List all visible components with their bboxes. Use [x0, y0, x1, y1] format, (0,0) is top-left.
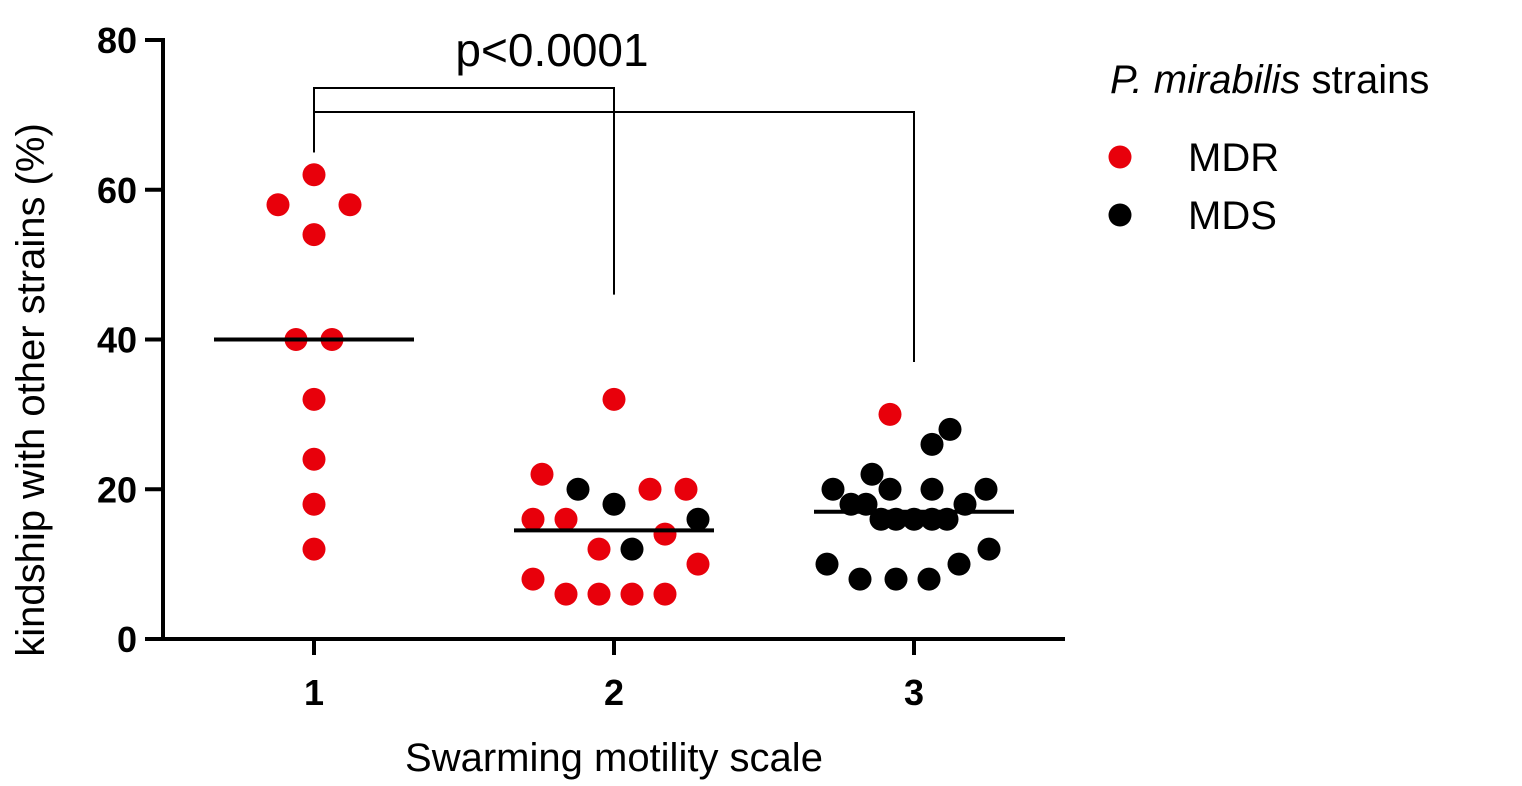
x-tick-label: 2 — [604, 672, 624, 713]
x-axis-title: Swarming motility scale — [405, 736, 823, 780]
y-tick-label: 40 — [97, 320, 137, 361]
mds-point — [917, 567, 941, 591]
mdr-point — [338, 193, 362, 217]
legend-title-italic: P. mirabilis — [1110, 58, 1300, 102]
y-tick-label: 80 — [97, 20, 137, 61]
legend: P. mirabilis strains MDR MDS — [1108, 58, 1429, 238]
mds-point — [878, 477, 902, 501]
mdr-point — [587, 582, 611, 606]
legend-marker-mdr — [1108, 145, 1132, 169]
mdr-point — [266, 193, 290, 217]
mdr-point — [620, 582, 644, 606]
y-tick-label: 60 — [97, 170, 137, 211]
mdr-point — [521, 567, 545, 591]
mds-point — [920, 432, 944, 456]
mds-point — [974, 477, 998, 501]
mds-point — [938, 417, 962, 441]
median-lines — [214, 337, 1014, 533]
mdr-point — [302, 492, 326, 516]
mdr-point — [302, 223, 326, 247]
y-tick-label: 0 — [117, 619, 137, 660]
x-tick-label: 1 — [304, 672, 324, 713]
mds-point — [848, 567, 872, 591]
mdr-point — [602, 387, 626, 411]
mds-point — [920, 477, 944, 501]
x-tick-label: 3 — [904, 672, 924, 713]
legend-title-rest: strains — [1300, 58, 1429, 102]
mds-point — [860, 462, 884, 486]
mdr-point — [302, 163, 326, 187]
legend-title: P. mirabilis strains — [1110, 58, 1429, 102]
mds-point — [686, 507, 710, 531]
mds-point — [602, 492, 626, 516]
mdr-point — [554, 507, 578, 531]
legend-label-mds: MDS — [1188, 194, 1277, 238]
x-axis: 1 2 3 — [161, 637, 1065, 713]
points-layer — [266, 163, 1001, 606]
significance-bracket — [313, 87, 615, 295]
mdr-point — [878, 402, 902, 426]
mdr-point — [686, 552, 710, 576]
mdr-point — [302, 387, 326, 411]
significance-bracket — [313, 111, 915, 362]
mds-point — [566, 477, 590, 501]
y-tick-label: 20 — [97, 469, 137, 510]
p-value-annotation: p<0.0001 — [455, 24, 648, 76]
mdr-point — [302, 537, 326, 561]
mds-point — [815, 552, 839, 576]
mdr-point — [587, 537, 611, 561]
legend-marker-mds — [1108, 203, 1132, 227]
mdr-point — [653, 522, 677, 546]
mds-point — [884, 567, 908, 591]
mds-point — [620, 537, 644, 561]
mdr-point — [302, 447, 326, 471]
mds-point — [977, 537, 1001, 561]
mds-point — [947, 552, 971, 576]
y-axis: 0 20 40 60 80 — [97, 20, 165, 660]
mdr-point — [674, 477, 698, 501]
mdr-point — [554, 582, 578, 606]
mdr-point — [530, 462, 554, 486]
y-axis-title: kindship with other strains (%) — [9, 123, 53, 657]
bracket-group — [313, 87, 915, 362]
mdr-point — [653, 582, 677, 606]
mds-point — [821, 477, 845, 501]
legend-label-mdr: MDR — [1188, 136, 1279, 180]
mdr-point — [521, 507, 545, 531]
mdr-point — [638, 477, 662, 501]
